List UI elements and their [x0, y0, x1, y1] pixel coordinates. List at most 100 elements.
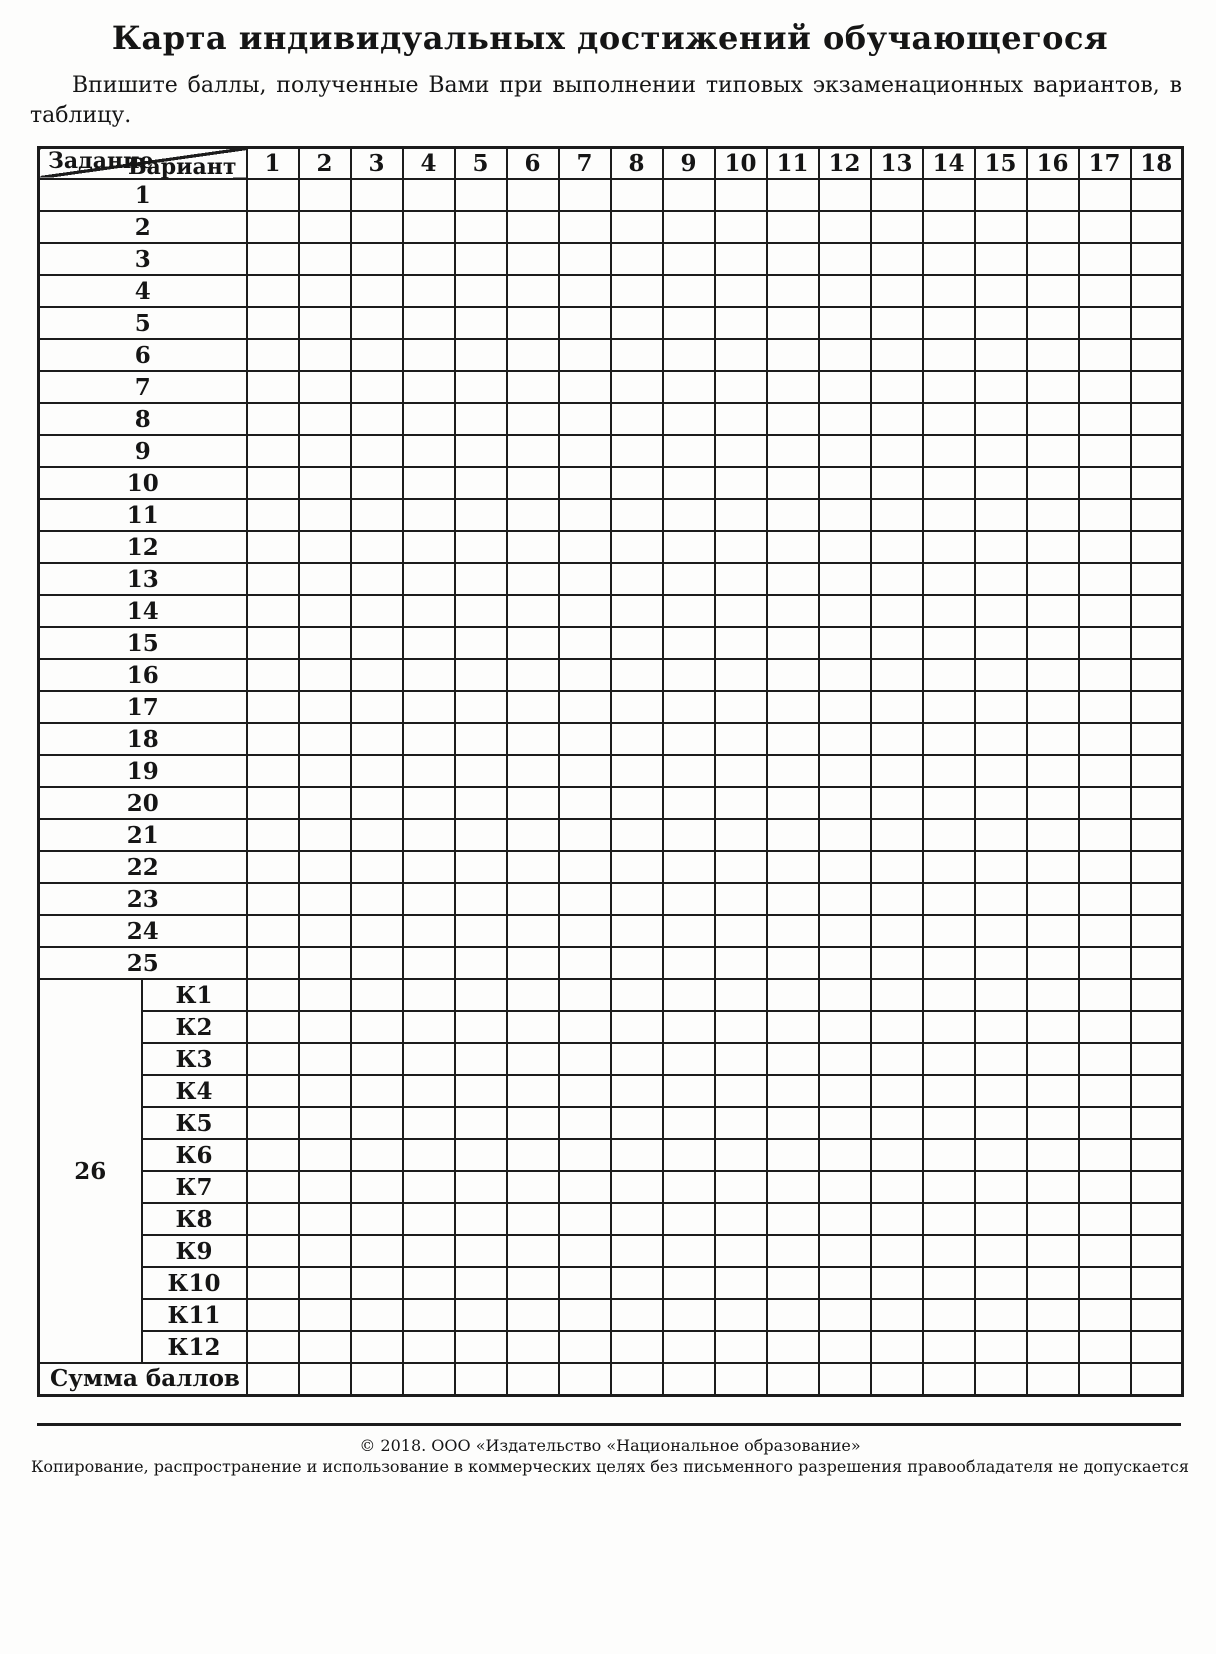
score-cell	[869, 210, 924, 245]
score-cell	[765, 338, 820, 373]
score-cell	[505, 978, 560, 1013]
score-cell	[609, 1298, 664, 1333]
footer-notice: Копирование, распространение и использов…	[31, 1456, 1189, 1476]
footer-divider	[37, 1422, 1181, 1426]
score-cell	[817, 1106, 872, 1141]
score-cell	[453, 946, 508, 981]
score-cell	[609, 466, 664, 501]
score-cell	[245, 914, 300, 949]
score-cell	[349, 306, 404, 341]
score-cell	[1129, 402, 1184, 437]
score-cell	[505, 402, 560, 437]
score-cell	[1077, 210, 1132, 245]
score-cell	[297, 850, 352, 885]
score-cell	[245, 658, 300, 693]
score-cell	[245, 626, 300, 661]
score-cell	[1129, 1042, 1184, 1077]
score-cell	[661, 914, 716, 949]
score-cell	[765, 658, 820, 693]
score-cell	[1025, 1170, 1080, 1205]
score-cell	[817, 402, 872, 437]
score-cell	[765, 754, 820, 789]
task-row-label: 22	[37, 850, 248, 885]
criterion-row-label: К1	[140, 978, 248, 1013]
score-cell	[1129, 466, 1184, 501]
score-cell	[765, 466, 820, 501]
score-cell	[505, 1042, 560, 1077]
score-cell	[401, 530, 456, 565]
score-cell	[505, 1010, 560, 1045]
score-cell	[765, 210, 820, 245]
score-cell	[765, 1170, 820, 1205]
score-cell	[297, 1106, 352, 1141]
score-cell	[505, 1106, 560, 1141]
score-cell	[661, 1266, 716, 1301]
task-row-label: 14	[37, 594, 248, 629]
score-cell	[505, 818, 560, 853]
score-cell	[713, 1298, 768, 1333]
score-cell	[973, 338, 1028, 373]
score-cell	[765, 1202, 820, 1237]
score-cell	[453, 210, 508, 245]
score-cell	[713, 690, 768, 725]
score-cell	[401, 562, 456, 597]
task-row-label: 12	[37, 530, 248, 565]
score-cell	[297, 402, 352, 437]
score-cell	[505, 1074, 560, 1109]
score-cell	[557, 242, 612, 277]
score-cell	[713, 722, 768, 757]
score-cell	[869, 274, 924, 309]
task-row-label: 7	[37, 370, 248, 405]
score-cell	[973, 1330, 1028, 1365]
score-cell	[817, 786, 872, 821]
task-row-label: 25	[37, 946, 248, 981]
score-cell	[245, 1266, 300, 1301]
score-cell	[1077, 178, 1132, 213]
task-row-label: 21	[37, 818, 248, 853]
score-cell	[817, 914, 872, 949]
score-cell	[297, 210, 352, 245]
score-cell	[921, 466, 976, 501]
score-cell	[245, 1298, 300, 1333]
score-cell	[557, 1010, 612, 1045]
score-cell	[349, 178, 404, 213]
score-cell	[609, 1138, 664, 1173]
score-cell	[713, 1202, 768, 1237]
score-cell	[713, 1010, 768, 1045]
score-cell	[1129, 178, 1184, 213]
score-cell	[297, 1234, 352, 1269]
score-cell	[765, 1234, 820, 1269]
score-cell	[557, 978, 612, 1013]
score-cell	[973, 626, 1028, 661]
score-cell	[609, 946, 664, 981]
score-cell	[401, 914, 456, 949]
score-cell	[401, 1170, 456, 1205]
score-cell	[349, 274, 404, 309]
score-cell	[713, 914, 768, 949]
score-cell	[609, 562, 664, 597]
score-cell	[921, 786, 976, 821]
score-cell	[297, 1330, 352, 1365]
task-row-label: 4	[37, 274, 248, 309]
score-cell	[1129, 786, 1184, 821]
score-cell	[349, 914, 404, 949]
score-cell	[453, 882, 508, 917]
score-cell	[817, 1234, 872, 1269]
score-cell	[349, 402, 404, 437]
score-cell	[245, 1074, 300, 1109]
score-cell	[817, 690, 872, 725]
score-cell	[505, 1202, 560, 1237]
score-cell	[1129, 242, 1184, 277]
score-cell	[661, 274, 716, 309]
score-cell	[1077, 306, 1132, 341]
score-cell	[921, 690, 976, 725]
score-cell	[1129, 1330, 1184, 1365]
score-cell	[453, 658, 508, 693]
score-cell	[817, 274, 872, 309]
score-cell	[1025, 1330, 1080, 1365]
score-cell	[661, 946, 716, 981]
sum-row-label: Сумма баллов	[37, 1362, 248, 1397]
score-cell	[1025, 754, 1080, 789]
score-cell	[245, 210, 300, 245]
score-cell	[401, 1266, 456, 1301]
